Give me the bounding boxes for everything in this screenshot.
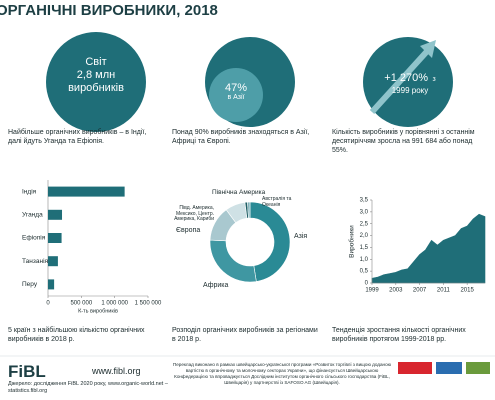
partner-logo	[398, 362, 432, 374]
highlight-text: з	[432, 76, 436, 83]
y-tick-label: Перу	[22, 281, 38, 288]
world-circle	[46, 32, 146, 132]
x-axis-label: К-ть виробників	[78, 308, 118, 314]
footer-url[interactable]: www.fibl.org	[92, 366, 141, 376]
pie-slice	[247, 201, 251, 219]
partner-logo	[436, 362, 462, 374]
description: Найбільше органічних виробників – в Інді…	[8, 129, 147, 145]
page-title: ОРГАНІЧНІ ВИРОБНИКИ, 2018	[0, 2, 218, 19]
description: Понад 90% виробників знаходяться в Азії,…	[172, 129, 310, 145]
chart-caption: Розподіл органічних виробників за регіон…	[172, 327, 318, 343]
bar	[48, 279, 55, 290]
fibl-logo: FiBL	[8, 362, 46, 381]
y-tick-label: 1,5	[360, 245, 369, 251]
bar	[48, 233, 62, 243]
highlight-text: виробників	[68, 82, 124, 94]
growth-arrow-head	[420, 40, 436, 58]
bar	[48, 256, 58, 267]
pie-slice	[209, 239, 257, 283]
y-tick-label: 0	[365, 281, 369, 287]
x-tick-label: 0	[46, 301, 50, 307]
pie-slice	[249, 201, 291, 282]
pie-label: Північна Америка	[212, 189, 266, 196]
x-tick-label: 500 000	[70, 301, 92, 307]
y-tick-label: 2,0	[360, 233, 369, 239]
x-tick-label: 1 000 000	[101, 301, 128, 307]
x-tick-label: 1999	[365, 288, 379, 294]
description: Кількість виробників у порівнянні з оста…	[332, 129, 475, 154]
y-tick-label: Ефіопія	[22, 234, 46, 242]
growth-highlight: +1 270% з 1999 року	[368, 68, 452, 95]
y-tick-label: Уганда	[22, 212, 43, 219]
y-tick-label: 3,0	[360, 209, 369, 215]
asia-highlight: 47% в Азії	[209, 82, 263, 101]
area	[371, 213, 486, 284]
y-axis-label: Виробники	[348, 225, 356, 258]
world-highlight: Світ 2,8 млн виробників	[46, 56, 146, 95]
y-tick-label: 1,0	[360, 257, 369, 263]
highlight-text: Світ	[85, 56, 107, 68]
highlight-text: 47%	[224, 82, 248, 94]
bar	[48, 186, 125, 197]
pie-label: Півд. Америка, Мексико, Центр. Америка, …	[174, 205, 214, 222]
x-tick-label: 2003	[389, 288, 403, 294]
y-tick-label: 2,5	[360, 221, 369, 227]
footer-translation: Переклад виконано в рамках швейцарсько-у…	[172, 362, 392, 385]
bar	[48, 209, 63, 220]
y-tick-label: 3,5	[360, 198, 369, 204]
highlight-text: в Азії	[227, 94, 245, 101]
growth-arrow	[369, 45, 433, 115]
x-tick-label: 2007	[413, 288, 427, 294]
chart-caption: Тенденція зростання кількості органічних…	[332, 327, 466, 343]
x-tick-label: 2015	[460, 288, 474, 294]
y-tick-label: Індія	[22, 187, 37, 195]
y-tick-label: 0,5	[360, 269, 369, 275]
pie-label: Австралія та Океанія	[262, 196, 292, 208]
highlight-text: 2,8 млн	[76, 69, 116, 81]
asia-inner-circle	[209, 68, 263, 122]
pie-label: Європа	[176, 227, 201, 234]
y-tick-label: Танзанія	[22, 257, 49, 265]
partner-logo	[466, 362, 490, 374]
highlight-text: 1999 року	[391, 86, 429, 95]
x-tick-label: 2011	[437, 288, 451, 294]
pie-label: Азія	[294, 233, 308, 240]
chart-caption: 5 країн з найбільшою кількістю органічни…	[8, 327, 145, 343]
x-tick-label: 1 500 000	[135, 301, 162, 307]
footer-source: Джерело: дослідження FiBL 2020 року, www…	[8, 381, 168, 394]
growth-circle	[363, 37, 453, 127]
highlight-text: +1 270%	[384, 72, 429, 84]
pie-label: Африка	[203, 282, 229, 289]
